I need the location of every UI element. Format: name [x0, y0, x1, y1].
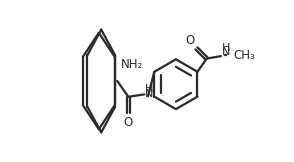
Text: O: O	[185, 34, 195, 47]
Text: H: H	[145, 84, 153, 94]
Text: H: H	[221, 43, 230, 53]
Text: CH₃: CH₃	[233, 49, 255, 62]
Text: O: O	[124, 116, 133, 129]
Text: NH₂: NH₂	[121, 58, 143, 71]
Text: N: N	[145, 89, 153, 99]
Text: N: N	[221, 47, 230, 57]
